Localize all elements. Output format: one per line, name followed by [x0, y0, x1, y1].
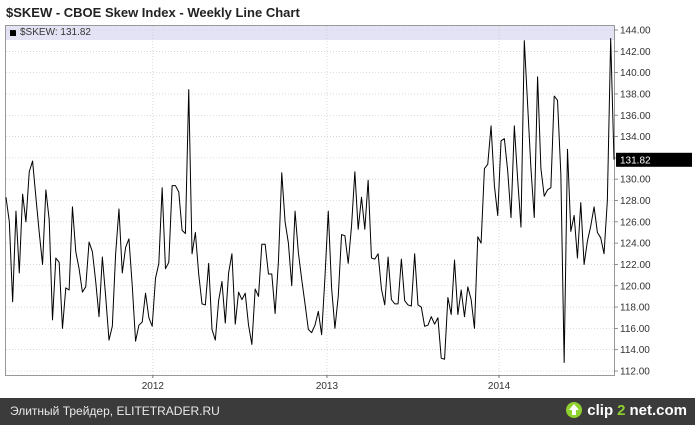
y-tick-label: 126.00 [620, 217, 651, 228]
last-value-badge [616, 152, 692, 167]
series-layer [5, 38, 615, 363]
y-tick-label: 118.00 [620, 303, 650, 314]
grid-layer [6, 26, 614, 375]
x-tick-label: 2013 [316, 381, 339, 392]
y-tick-label: 136.00 [620, 111, 651, 122]
y-axis: 112.00 114.00 116.00 118.00 120.00 122.00 124.… [614, 26, 651, 378]
legend-label: $SKEW: 131.82 [20, 27, 91, 38]
y-tick-label: 122.00 [620, 260, 651, 271]
x-tick-label: 2012 [142, 381, 165, 392]
y-tick-label: 144.00 [620, 26, 651, 37]
brand-text-post: net.com [629, 401, 687, 419]
y-tick-label: 130.00 [620, 175, 651, 186]
legend: $SKEW: 131.82 [10, 27, 91, 38]
brand-text-two: 2 [617, 401, 626, 419]
chart-title: $SKEW - CBOE Skew Index - Weekly Line Ch… [6, 5, 300, 20]
chart-canvas: 2012 2013 2014 112.00 114.00 116.00 118.00 120… [5, 26, 692, 392]
y-tick-label: 142.00 [620, 47, 651, 58]
last-value-label: 131.82 [620, 155, 651, 166]
y-tick-label: 114.00 [620, 345, 650, 356]
y-tick-label: 120.00 [620, 281, 651, 292]
legend-band [6, 26, 614, 40]
clip2net-up-arrow-icon [566, 402, 583, 418]
y-tick-label: 140.00 [620, 68, 651, 79]
brand-logo[interactable]: clip 2 net.com [565, 401, 687, 419]
x-axis: 2012 2013 2014 [142, 375, 511, 392]
footer-bar: Элитный Трейдер, ELITETRADER.RU clip 2 net… [0, 398, 695, 425]
brand-text-pre: clip [587, 401, 614, 419]
footer-credit: Элитный Трейдер, ELITETRADER.RU [10, 404, 220, 418]
y-tick-label: 116.00 [620, 324, 650, 335]
y-tick-label: 112.00 [620, 367, 650, 378]
y-tick-label: 134.00 [620, 132, 651, 143]
y-tick-label: 138.00 [620, 89, 651, 100]
legend-swatch-icon [10, 29, 16, 36]
series-line-skew [5, 38, 615, 363]
last-value-badge-layer: 131.82 [616, 152, 692, 167]
y-tick-label: 128.00 [620, 196, 651, 207]
y-tick-label: 124.00 [620, 239, 651, 250]
x-tick-label: 2014 [488, 381, 511, 392]
